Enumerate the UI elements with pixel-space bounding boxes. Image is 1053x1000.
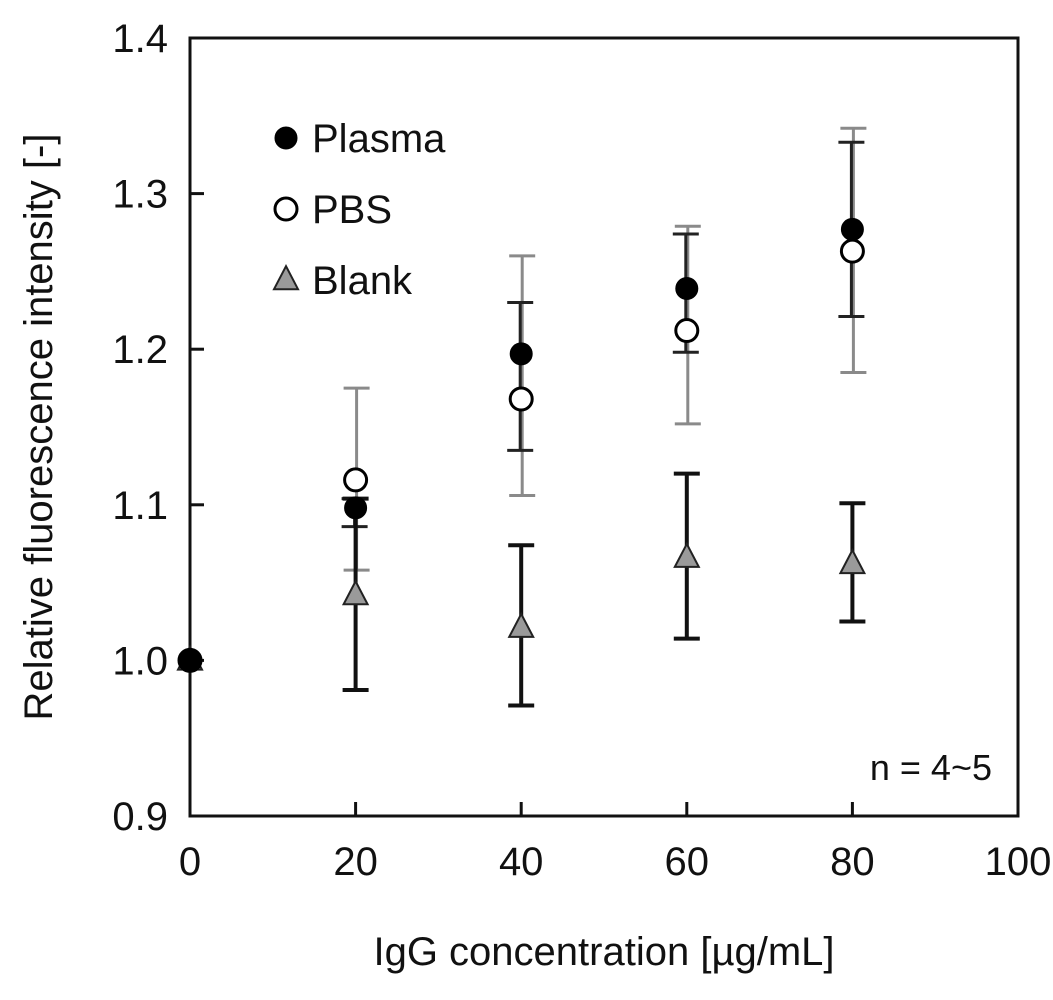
data-point-pbs (674, 318, 700, 344)
plot-frame (188, 36, 1020, 818)
data-point-blank (507, 611, 535, 638)
sample-size-annotation: n = 4~5 (870, 747, 992, 788)
legend-label-plasma: Plasma (312, 117, 446, 161)
data-point-plasma (344, 496, 368, 520)
x-tick-label: 40 (499, 840, 544, 884)
error-bars (341, 126, 867, 708)
data-point-blank (838, 547, 867, 575)
y-tick-label: 1.0 (112, 639, 168, 683)
y-tick-label: 1.2 (112, 328, 168, 372)
x-tick-label: 80 (830, 840, 875, 884)
y-tick-label: 1.4 (112, 17, 168, 61)
legend-marker-plasma (274, 126, 298, 150)
legend-label-blank: Blank (312, 259, 413, 303)
data-point-pbs (839, 238, 865, 264)
x-tick-label: 0 (179, 840, 201, 884)
legend-marker-blank (272, 264, 300, 291)
y-tick-label: 1.1 (112, 484, 168, 528)
data-point-blank (673, 541, 701, 568)
x-axis-title: IgG concentration [µg/mL] (373, 930, 834, 974)
data-points (176, 217, 867, 673)
data-point-pbs (343, 467, 369, 493)
y-tick-label: 1.3 (112, 173, 168, 217)
data-point-plasma (675, 277, 699, 301)
legend-marker-pbs (273, 196, 299, 222)
ticks: 0.9 1.0 1.1 1.2 1.3 1.4 0 20 40 60 80 100 (112, 17, 1051, 884)
legend: Plasma PBS Blank (272, 117, 446, 303)
legend-label-pbs: PBS (312, 188, 392, 232)
data-point-blank (341, 579, 370, 606)
x-tick-label: 20 (333, 840, 378, 884)
data-point-plasma (840, 217, 864, 241)
data-point-pbs (508, 386, 534, 412)
y-axis-title: Relative fluorescence intensity [-] (17, 134, 61, 721)
x-tick-label: 60 (665, 840, 710, 884)
y-tick-label: 0.9 (112, 795, 168, 839)
data-point-plasma (178, 648, 202, 672)
data-point-plasma (509, 342, 533, 366)
x-tick-label: 100 (985, 840, 1052, 884)
